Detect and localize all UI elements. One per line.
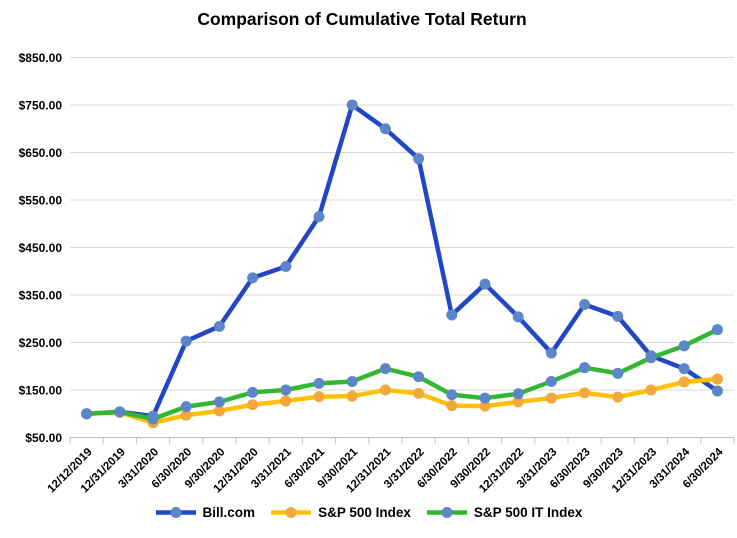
data-point-marker	[147, 413, 159, 425]
data-point-marker	[512, 388, 524, 400]
data-point-marker	[512, 396, 524, 408]
data-point-marker	[313, 211, 325, 223]
data-point-marker	[545, 347, 557, 359]
data-point-marker	[545, 375, 557, 387]
data-point-marker	[346, 390, 358, 402]
sp500-it-series-swatch-icon	[426, 507, 467, 518]
y-axis-label: $150.00	[19, 384, 63, 398]
legend-label-sp500-it: S&P 500 IT Index	[473, 505, 583, 520]
data-point-marker	[313, 391, 325, 403]
data-point-marker	[612, 391, 624, 403]
legend-item-billcom: Bill.com	[155, 505, 256, 520]
data-point-marker	[280, 261, 292, 272]
data-point-marker	[114, 406, 126, 418]
y-axis-label: $850.00	[19, 51, 63, 65]
legend-marker-icon	[170, 507, 182, 518]
series-line-0	[84, 102, 720, 419]
data-point-marker	[280, 395, 292, 407]
data-point-marker	[379, 384, 391, 396]
data-point-marker	[711, 385, 723, 397]
series-line-2	[84, 327, 720, 422]
data-point-marker	[579, 387, 591, 399]
legend-item-sp500-it: S&P 500 IT Index	[426, 505, 583, 520]
data-point-marker	[579, 362, 591, 374]
data-point-marker	[545, 392, 557, 404]
data-point-marker	[247, 399, 259, 411]
legend-marker-icon	[285, 507, 297, 518]
data-point-marker	[446, 400, 458, 412]
y-axis-label: $350.00	[19, 289, 63, 303]
chart-title: Comparison of Cumulative Total Return	[197, 9, 527, 29]
data-point-marker	[413, 371, 425, 383]
data-point-marker	[612, 310, 624, 322]
data-point-marker	[313, 377, 325, 389]
y-axis-label: $450.00	[19, 241, 63, 255]
y-axis-label: $550.00	[19, 194, 63, 208]
data-point-marker	[678, 363, 690, 375]
series-line-1	[84, 376, 720, 426]
legend-item-sp500: S&P 500 Index	[270, 505, 411, 520]
data-point-marker	[579, 299, 591, 310]
data-point-marker	[711, 373, 723, 385]
legend-label-sp500: S&P 500 Index	[318, 505, 411, 520]
data-point-marker	[213, 320, 225, 332]
data-point-marker	[247, 272, 259, 284]
data-point-marker	[678, 376, 690, 388]
y-axis-label: $250.00	[19, 336, 63, 350]
data-point-marker	[180, 401, 192, 413]
data-point-marker	[512, 311, 524, 323]
data-point-marker	[180, 409, 192, 421]
data-point-marker	[479, 278, 491, 290]
data-point-marker	[645, 352, 657, 364]
legend-marker-icon	[441, 507, 453, 518]
data-point-marker	[479, 400, 491, 412]
data-point-marker	[346, 375, 358, 387]
billcom-series-swatch-icon	[155, 507, 196, 518]
data-point-marker	[213, 396, 225, 408]
y-axis-label: $750.00	[19, 99, 63, 113]
legend: Bill.com S&P 500 Index S&P 500 IT Index	[0, 505, 737, 520]
data-point-marker	[379, 123, 391, 135]
data-point-marker	[247, 386, 259, 398]
data-point-marker	[612, 367, 624, 379]
y-axis-label: $650.00	[19, 146, 63, 160]
data-point-marker	[678, 340, 690, 352]
data-point-marker	[180, 335, 192, 347]
sp500-series-swatch-icon	[271, 507, 312, 518]
data-point-marker	[413, 153, 425, 165]
data-point-marker	[280, 384, 292, 396]
data-point-marker	[479, 392, 491, 404]
legend-label-billcom: Bill.com	[202, 505, 256, 520]
data-point-marker	[446, 389, 458, 401]
y-axis-label: $50.00	[25, 431, 62, 445]
data-point-marker	[711, 324, 723, 336]
data-point-marker	[346, 99, 358, 111]
data-point-marker	[379, 363, 391, 375]
data-point-marker	[446, 309, 458, 321]
data-point-marker	[213, 405, 225, 417]
plot-area: $850.00 $750.00 $650.00 $550.00 $450.00 $350.…	[19, 51, 735, 495]
data-point-marker	[81, 408, 93, 420]
data-point-marker	[413, 387, 425, 399]
data-point-marker	[645, 384, 657, 396]
